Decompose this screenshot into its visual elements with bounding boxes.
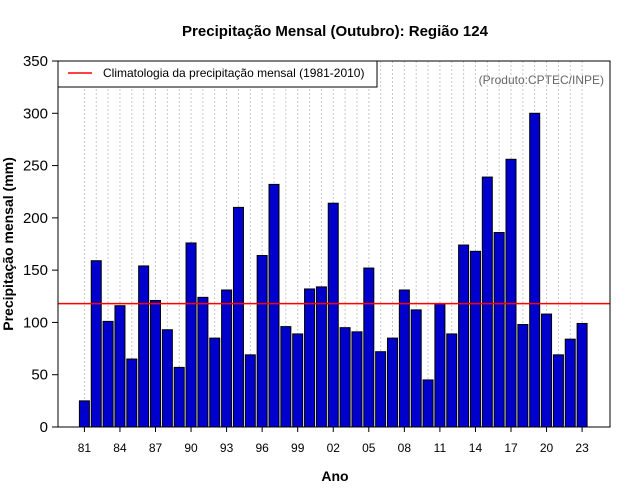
- bar-2020: [541, 313, 553, 428]
- bar-1993: [221, 289, 233, 428]
- bar-1989: [173, 366, 185, 428]
- bar-2001: [315, 286, 327, 428]
- bar-1987: [150, 299, 161, 428]
- bar-1982: [90, 260, 102, 428]
- bar-2015: [481, 176, 493, 428]
- y-tick-label: 250: [23, 158, 48, 175]
- x-tick-label: 23: [575, 441, 589, 455]
- bar-1984: [114, 305, 126, 428]
- bar-1981: [78, 400, 90, 428]
- credit-text: (Produto:CPTEC/INPE): [479, 73, 604, 87]
- y-tick-label: 200: [23, 210, 48, 227]
- bar-2008: [398, 289, 410, 428]
- bar-2018: [517, 324, 529, 428]
- x-axis-label: Ano: [321, 468, 348, 484]
- bar-2010: [422, 379, 434, 428]
- bar-2012: [446, 333, 458, 428]
- x-tick-label: 81: [78, 441, 92, 455]
- bar-2021: [552, 354, 564, 428]
- bar-1988: [161, 329, 173, 428]
- x-tick-label: 11: [434, 441, 447, 455]
- bar-2019: [529, 112, 541, 428]
- x-tick-label: 99: [291, 441, 305, 455]
- bar-1983: [102, 320, 114, 428]
- x-tick-label: 93: [220, 441, 234, 455]
- x-tick-label: 20: [540, 441, 554, 455]
- bar-2023: [576, 322, 588, 428]
- bar-1985: [126, 358, 138, 428]
- y-tick-label: 300: [23, 105, 48, 122]
- x-tick-label: 02: [327, 441, 341, 455]
- y-tick-label: 350: [23, 53, 48, 70]
- x-tick-label: 96: [255, 441, 269, 455]
- bar-1991: [197, 296, 209, 428]
- chart-title: Precipitação Mensal (Outubro): Região 12…: [182, 23, 489, 40]
- y-axis-label: Precipitação mensal (mm): [0, 157, 16, 331]
- bar-1997: [268, 183, 280, 428]
- y-axis: 0 50 100 150 200 250 300 350: [23, 53, 58, 436]
- bar-2006: [375, 351, 387, 428]
- y-tick-label: 150: [23, 262, 48, 279]
- bars-group: [78, 112, 588, 428]
- bar-2005: [363, 267, 375, 428]
- bar-2004: [351, 331, 363, 428]
- x-tick-label: 14: [469, 441, 483, 455]
- bar-2000: [304, 288, 316, 428]
- x-tick-label: 17: [504, 441, 518, 455]
- bar-1990: [185, 242, 197, 428]
- bar-1995: [244, 354, 256, 428]
- bar-2002: [327, 202, 339, 428]
- bar-2016: [493, 231, 505, 428]
- bar-2022: [564, 338, 576, 428]
- x-tick-label: 84: [113, 441, 127, 455]
- bar-1986: [138, 265, 150, 428]
- bar-2011: [434, 303, 446, 428]
- x-axis: 81 84 87 90 93 96 99 02 05 08 11 14 17 20 23: [78, 427, 589, 455]
- legend-box: [57, 60, 378, 88]
- legend: Climatologia da precipitação mensal (198…: [57, 60, 378, 88]
- bar-2014: [469, 250, 481, 428]
- y-tick-label: 100: [23, 314, 48, 331]
- bar-2009: [410, 309, 422, 428]
- legend-label: Climatologia da precipitação mensal (198…: [103, 66, 364, 80]
- x-tick-label: 90: [184, 441, 198, 455]
- x-tick-label: 87: [149, 441, 163, 455]
- bar-2003: [339, 327, 351, 428]
- bar-1992: [209, 337, 221, 428]
- y-tick-label: 50: [31, 367, 48, 384]
- x-tick-label: 05: [362, 441, 376, 455]
- bar-1994: [232, 206, 244, 428]
- bar-2017: [505, 158, 517, 428]
- bar-1998: [280, 326, 292, 428]
- bar-2007: [387, 337, 398, 428]
- x-tick-label: 08: [398, 441, 412, 455]
- bar-2013: [458, 244, 470, 428]
- bar-1999: [292, 333, 304, 428]
- bar-1996: [256, 255, 268, 428]
- y-tick-label: 0: [40, 419, 48, 436]
